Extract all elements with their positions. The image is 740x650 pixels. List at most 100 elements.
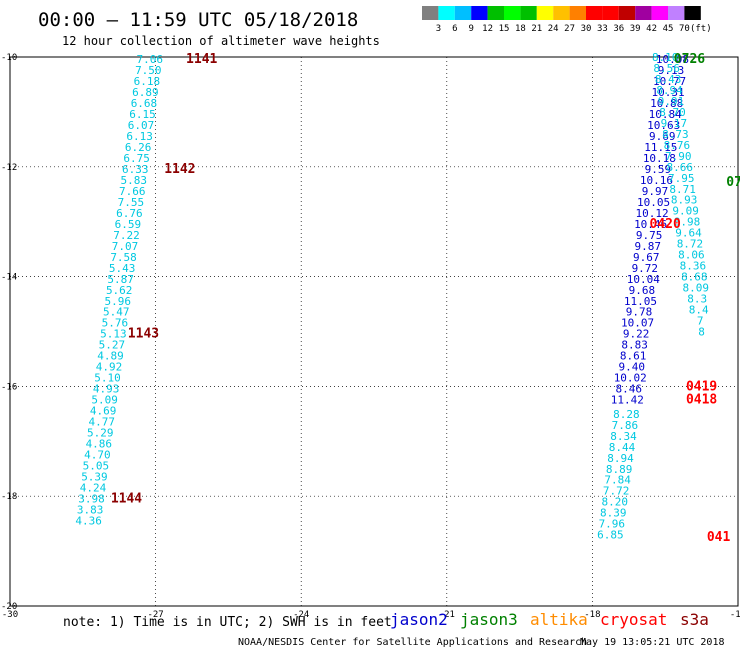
wave-height-label: 5.39: [81, 470, 108, 483]
wave-height-label: 7.22: [113, 229, 140, 242]
color-swatch: [668, 6, 685, 20]
wave-height-label: 6.07: [128, 119, 155, 132]
wave-height-label: 8.71: [669, 183, 696, 196]
wave-height-label: 10.31: [652, 86, 685, 99]
wave-height-label: 8.98: [674, 216, 701, 229]
wave-height-label: 10.77: [653, 75, 686, 88]
y-axis-ticks: -10 -12 -14 -16 -18 -20: [1, 53, 17, 612]
wave-height-label: 4.93: [93, 383, 120, 396]
wave-height-label: 10.84: [649, 108, 682, 121]
wave-height-label: 8.20: [601, 496, 628, 509]
wave-height-label: 8.70: [659, 106, 686, 119]
color-scale-label: 39: [630, 24, 641, 34]
wave-height-label: 5.13: [100, 328, 127, 341]
color-swatch: [520, 6, 537, 20]
color-scale-label: 36: [613, 24, 624, 34]
wave-height-label: 7.72: [603, 485, 630, 498]
wave-height-label: 7.58: [110, 251, 137, 264]
color-swatch: [602, 6, 619, 20]
y-tick-label: -14: [1, 273, 17, 283]
color-swatch: [487, 6, 504, 20]
wave-height-label: 10.08: [656, 53, 689, 66]
wave-height-label: 8.66: [667, 161, 694, 174]
wave-height-label: 5.87: [107, 273, 134, 286]
wave-height-label: 10.46: [634, 218, 667, 231]
orbit-time-label: 0419: [686, 379, 717, 394]
y-tick-label: -12: [1, 163, 17, 173]
color-swatch: [569, 6, 586, 20]
wave-height-label: 8: [698, 326, 705, 339]
color-scale-label: 42: [646, 24, 657, 34]
wave-height-label: 10.16: [640, 174, 673, 187]
legend-jason2: jason2: [390, 610, 448, 629]
wave-height-label: 8.28: [613, 408, 640, 421]
grid-lines: [9, 56, 739, 607]
wave-height-label: 6.18: [134, 75, 161, 88]
satellite-legend: jason2 jason3 altika cryosat s3a: [390, 610, 709, 629]
color-swatch: [553, 6, 570, 20]
wave-height-label: 5.27: [99, 339, 126, 352]
x-tick-label: -27: [147, 610, 163, 620]
wave-height-label: 5.09: [91, 394, 118, 407]
chart-title: 00:00 — 11:59 UTC 05/18/2018: [38, 9, 358, 31]
orbit-time-label: 1142: [164, 162, 195, 177]
wave-height-label: 5.43: [109, 262, 136, 275]
footer-timestamp: May 19 13:05:21 UTC 2018: [580, 637, 725, 648]
orbit-time-label: 0726: [674, 52, 705, 67]
wave-height-label: 4.70: [84, 448, 111, 461]
color-scale-label: (ft): [690, 24, 712, 34]
wave-height-label: 6.26: [125, 141, 152, 154]
wave-height-label: 6.75: [123, 152, 150, 165]
wave-height-label: 7.90: [665, 150, 692, 163]
wave-height-label: 8.4: [689, 304, 709, 317]
color-scale-label: 21: [531, 24, 542, 34]
wave-height-label: 9.22: [623, 328, 650, 341]
wave-height-label: 4.89: [97, 350, 124, 363]
color-swatch: [438, 6, 455, 20]
wave-height-label: 6.15: [129, 108, 156, 121]
x-axis-ticks: -30 -27 -24 -21 -18 -15: [2, 610, 740, 620]
wave-height-label: 7.96: [599, 518, 626, 531]
x-tick-label: -21: [439, 610, 455, 620]
wave-height-label: 5.76: [102, 317, 129, 330]
color-swatch: [471, 6, 488, 20]
wave-height-label: 8.36: [680, 260, 707, 273]
color-swatch: [635, 6, 652, 20]
color-scale-label: 33: [597, 24, 608, 34]
wave-height-label: 10.07: [621, 317, 654, 330]
wave-height-label: 8.94: [656, 84, 683, 97]
wave-height-label: 9.59: [645, 163, 672, 176]
wave-height-label: 8.3: [687, 293, 707, 306]
color-swatch: [651, 6, 668, 20]
orbit-time-label: 1143: [128, 327, 159, 342]
wave-height-label: 9.91: [658, 95, 685, 108]
wave-height-label: 5.62: [106, 284, 133, 297]
wave-height-label: 8.34: [610, 430, 637, 443]
wave-height-label: 9.40: [618, 361, 645, 374]
x-tick-label: -18: [584, 610, 600, 620]
wave-height-label: 7: [697, 315, 704, 328]
wave-height-label: 6.68: [131, 97, 158, 110]
wave-height-label: 4.69: [90, 405, 117, 418]
wave-height-label: 9.87: [634, 240, 661, 253]
footer-note: note: 1) Time is in UTC; 2) SWH is in fe…: [63, 615, 392, 630]
wave-height-label: 8.68: [681, 271, 708, 284]
color-scale-label: 9: [468, 24, 473, 34]
wave-height-label: 5.29: [87, 427, 114, 440]
color-swatch: [504, 6, 521, 20]
legend-altika: altika: [530, 610, 588, 629]
wave-height-label: 8.76: [664, 139, 691, 152]
wave-height-label: 9.64: [675, 227, 702, 240]
wave-height-label: 8.83: [621, 339, 648, 352]
wave-height-label: 8.46: [616, 383, 643, 396]
wave-height-label: 6.76: [116, 207, 143, 220]
footer-credit: NOAA/NESDIS Center for Satellite Applica…: [238, 637, 587, 648]
wave-height-label: 9.97: [642, 185, 669, 198]
y-tick-label: -16: [1, 382, 17, 392]
data-points: 7.067.506.186.896.686.156.076.136.266.75…: [75, 51, 709, 542]
color-scale-label: 6: [452, 24, 457, 34]
wave-height-label: 3.98: [78, 492, 105, 505]
wave-height-label: 10.04: [627, 273, 660, 286]
wave-height-label: 9.78: [626, 306, 653, 319]
wave-height-label: 6.85: [597, 529, 624, 542]
